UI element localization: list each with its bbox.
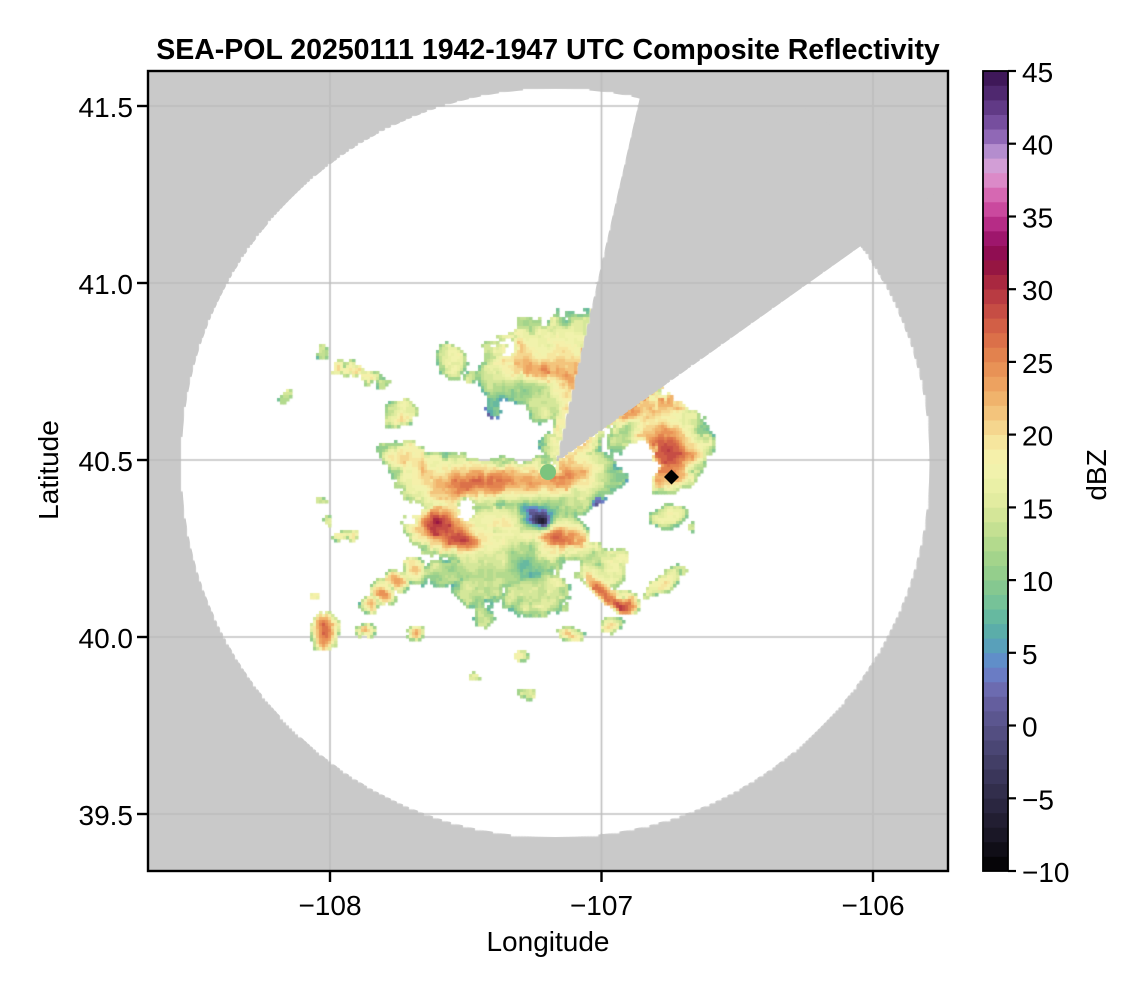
svg-text:Longitude: Longitude xyxy=(486,926,609,957)
svg-text:41.5: 41.5 xyxy=(79,92,134,123)
svg-text:−107: −107 xyxy=(570,890,633,921)
svg-text:Latitude: Latitude xyxy=(33,420,64,520)
svg-text:−106: −106 xyxy=(841,890,904,921)
svg-text:35: 35 xyxy=(1022,203,1053,234)
svg-text:−5: −5 xyxy=(1022,784,1054,815)
svg-text:30: 30 xyxy=(1022,275,1053,306)
svg-text:0: 0 xyxy=(1022,712,1038,743)
svg-text:25: 25 xyxy=(1022,348,1053,379)
svg-text:dBZ: dBZ xyxy=(1081,449,1112,500)
svg-text:5: 5 xyxy=(1022,639,1038,670)
svg-text:20: 20 xyxy=(1022,421,1053,452)
svg-text:39.5: 39.5 xyxy=(79,800,134,831)
svg-text:10: 10 xyxy=(1022,566,1053,597)
svg-text:45: 45 xyxy=(1022,57,1053,88)
svg-text:41.0: 41.0 xyxy=(79,269,134,300)
svg-text:−108: −108 xyxy=(298,890,361,921)
svg-text:40.5: 40.5 xyxy=(79,446,134,477)
svg-text:15: 15 xyxy=(1022,493,1053,524)
svg-text:−10: −10 xyxy=(1022,857,1070,888)
svg-text:40: 40 xyxy=(1022,130,1053,161)
svg-text:40.0: 40.0 xyxy=(79,623,134,654)
svg-text:SEA-POL 20250111 1942-1947 UTC: SEA-POL 20250111 1942-1947 UTC Composite… xyxy=(156,34,940,66)
